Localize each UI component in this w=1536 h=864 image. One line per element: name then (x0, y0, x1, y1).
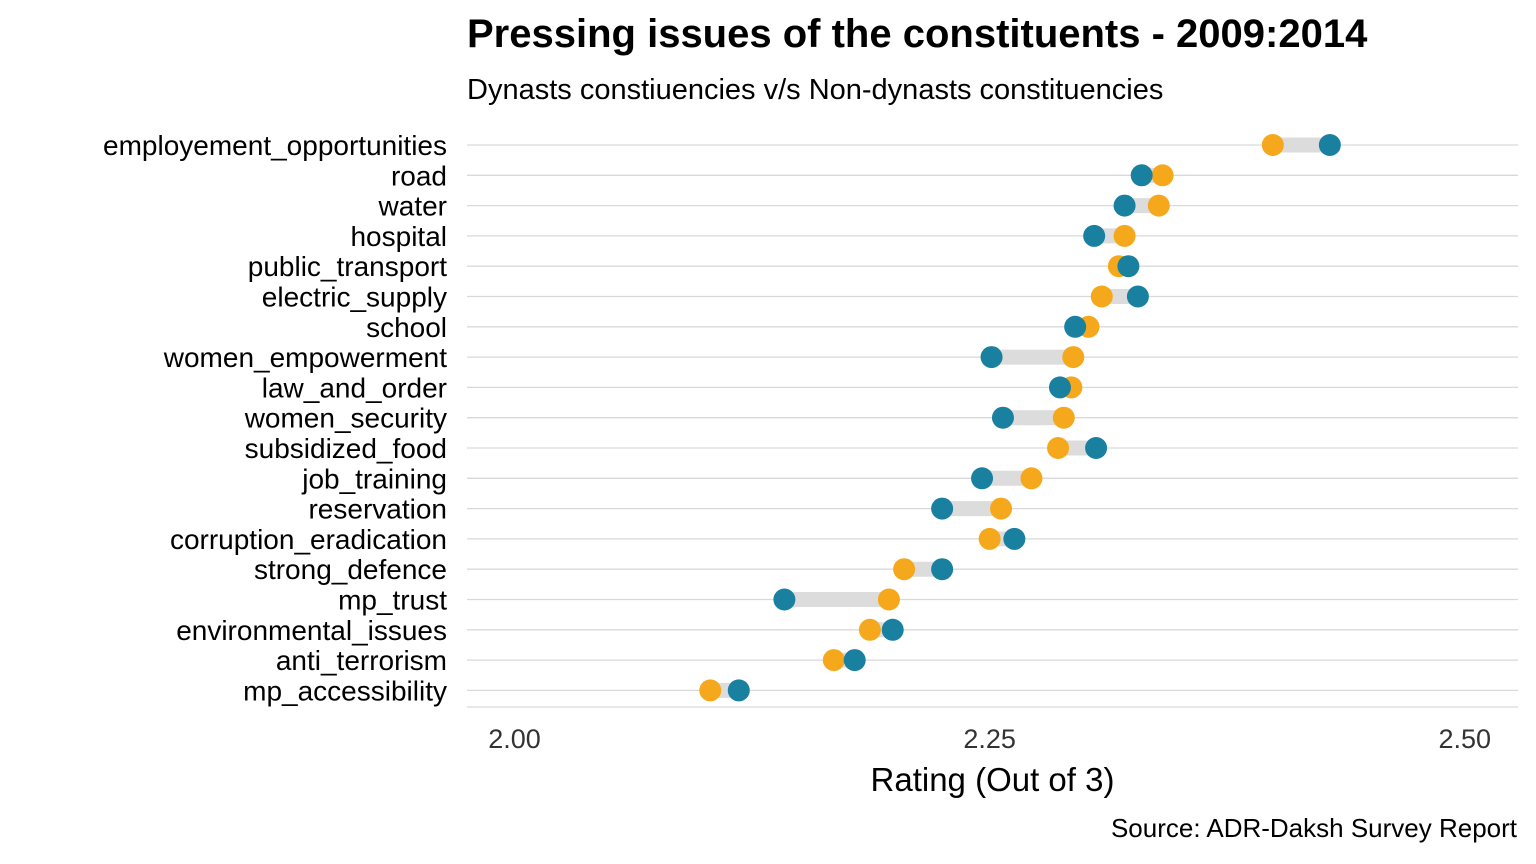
dot-series-teal (931, 497, 954, 520)
dot-series-teal (1117, 255, 1140, 278)
y-tick-label: corruption_eradication (170, 524, 447, 555)
dot-series-teal (881, 618, 904, 641)
dot-series-teal (1113, 194, 1136, 217)
dot-series-teal (1083, 224, 1106, 247)
dot-series-teal (1064, 315, 1087, 338)
dot-series-teal (1126, 285, 1149, 308)
y-tick-label: subsidized_food (245, 433, 447, 464)
dot-series-orange (893, 558, 916, 581)
x-axis-title: Rating (Out of 3) (871, 761, 1115, 798)
dot-series-orange (1261, 134, 1284, 156)
y-tick-label: anti_terrorism (276, 645, 447, 676)
dot-series-teal (773, 588, 796, 611)
dot-series-teal (1130, 164, 1153, 187)
dot-series-orange (990, 497, 1013, 520)
dot-series-teal (980, 346, 1003, 369)
chart-caption: Source: ADR-Daksh Survey Report (1110, 813, 1517, 843)
dot-series-teal (931, 558, 954, 581)
y-tick-label: strong_defence (254, 554, 447, 585)
dot-series-orange (1090, 285, 1113, 308)
dot-series-orange (1113, 224, 1136, 247)
y-tick-label: hospital (350, 221, 447, 252)
y-tick-label: employement_opportunities (103, 130, 447, 161)
y-tick-label: environmental_issues (176, 615, 447, 646)
x-tick-label: 2.50 (1439, 724, 1492, 754)
dot-series-teal (1048, 376, 1071, 399)
y-tick-label: electric_supply (262, 282, 447, 313)
x-tick-label: 2.25 (963, 724, 1016, 754)
y-tick-label: water (378, 191, 447, 222)
y-tick-label: public_transport (248, 251, 447, 282)
dot-series-orange (877, 588, 900, 611)
dot-series-orange (1047, 437, 1070, 459)
dot-series-orange (1062, 346, 1085, 369)
y-tick-label: law_and_order (262, 372, 447, 403)
dot-series-teal (971, 467, 994, 490)
y-tick-label: road (391, 160, 447, 191)
chart-subtitle: Dynasts constiuencies v/s Non-dynasts co… (467, 74, 1164, 106)
y-tick-label: mp_accessibility (243, 675, 447, 706)
chart-title: Pressing issues of the constituents - 20… (467, 12, 1368, 56)
dot-series-teal (843, 649, 866, 672)
y-tick-label: reservation (308, 494, 447, 525)
dot-series-orange (1151, 164, 1174, 187)
dot-series-orange (978, 527, 1001, 550)
dot-series-orange (699, 679, 722, 702)
dot-series-teal (1318, 134, 1341, 156)
dot-series-teal (727, 679, 750, 702)
dot-series-teal (1085, 437, 1108, 459)
dot-series-orange (822, 649, 845, 672)
y-tick-label: school (366, 312, 447, 343)
y-tick-label: mp_trust (338, 585, 447, 616)
y-tick-label: women_empowerment (163, 342, 447, 373)
dot-series-orange (1020, 467, 1043, 490)
dot-series-teal (991, 406, 1014, 429)
y-tick-label: women_security (244, 403, 447, 434)
x-tick-label: 2.00 (488, 724, 541, 754)
dot-series-orange (1147, 194, 1170, 217)
y-tick-label: job_training (301, 463, 447, 494)
dot-series-orange (1052, 406, 1075, 429)
dot-series-orange (858, 618, 881, 641)
dot-series-teal (1003, 527, 1026, 550)
